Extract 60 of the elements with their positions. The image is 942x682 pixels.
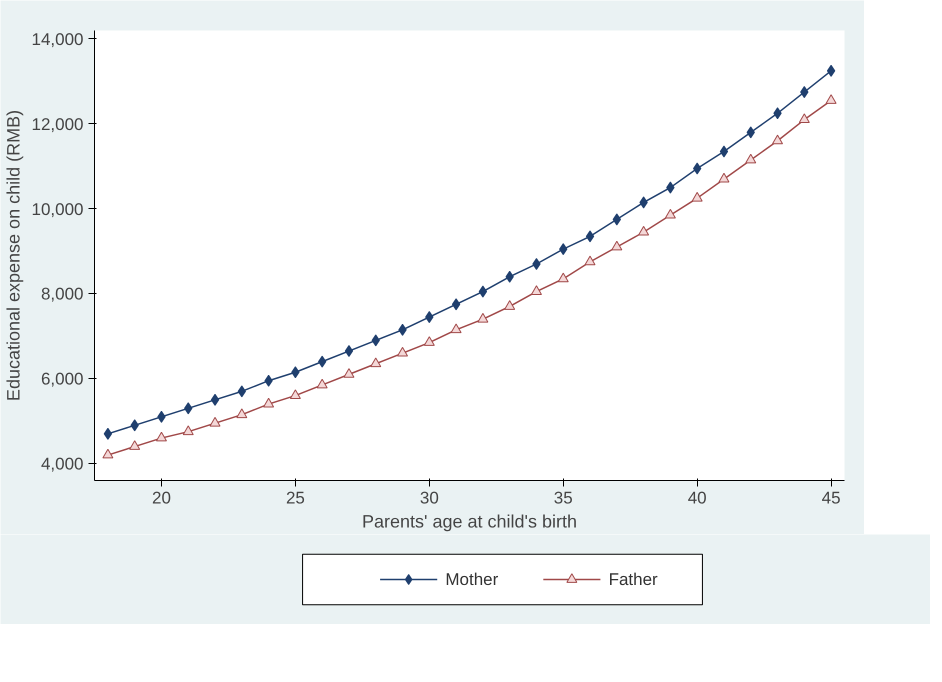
x-tick-label: 25: [286, 488, 305, 508]
point: [398, 324, 407, 336]
point: [586, 230, 594, 242]
point: [666, 182, 675, 194]
x-tick-label: 35: [554, 488, 573, 508]
point: [343, 368, 354, 378]
y-tick-label: 12,000: [32, 114, 84, 134]
point: [156, 432, 167, 442]
point: [477, 312, 488, 323]
point: [344, 345, 354, 358]
point: [236, 408, 248, 418]
point: [558, 272, 569, 282]
x-axis-title: Parents' age at child's birth: [362, 512, 578, 532]
point: [611, 240, 622, 250]
point: [530, 285, 542, 295]
point: [370, 357, 382, 368]
x-tick-label: 30: [420, 488, 439, 508]
point: [104, 428, 112, 440]
point: [664, 208, 676, 219]
point: [720, 145, 728, 158]
point: [639, 196, 648, 208]
point: [424, 336, 435, 346]
point: [450, 324, 462, 334]
point: [638, 226, 650, 236]
point: [773, 107, 782, 120]
x-tick-label: 40: [688, 488, 707, 508]
point: [263, 398, 274, 408]
point: [129, 440, 140, 450]
point: [102, 448, 114, 458]
y-tick-label: 8,000: [40, 284, 84, 304]
point: [718, 172, 730, 182]
point: [584, 256, 596, 266]
point: [798, 113, 810, 124]
point: [290, 389, 301, 399]
x-tick-label: 45: [822, 488, 841, 508]
y-tick-label: 14,000: [32, 30, 84, 49]
legend-label: Father: [608, 570, 658, 589]
point: [532, 258, 541, 270]
point: [504, 300, 516, 310]
y-tick-label: 6,000: [40, 370, 84, 389]
point: [772, 134, 784, 144]
point: [826, 64, 836, 77]
y-tick-label: 4,000: [40, 454, 84, 474]
point: [210, 394, 220, 406]
point: [826, 94, 837, 104]
point: [210, 416, 221, 427]
point: [291, 366, 300, 378]
point: [316, 378, 328, 388]
point: [478, 286, 488, 298]
point: [692, 192, 703, 202]
point: [452, 298, 460, 310]
point: [397, 346, 408, 357]
point: [745, 154, 756, 164]
y-tick-label: 10,000: [32, 200, 84, 219]
x-tick-label: 20: [152, 488, 171, 508]
point: [264, 374, 273, 387]
y-axis-title: Educational expense on child (RMB): [4, 110, 24, 402]
legend-label: Mother: [445, 570, 499, 589]
point: [182, 425, 194, 436]
point: [157, 410, 166, 423]
